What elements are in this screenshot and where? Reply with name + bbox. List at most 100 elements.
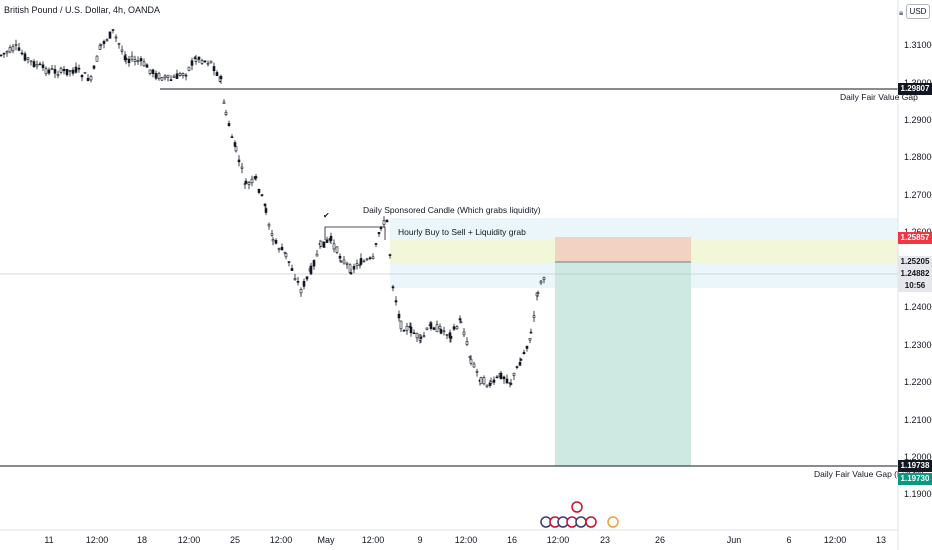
candle-body	[322, 241, 326, 248]
candle-body	[117, 43, 121, 45]
price-tick-label: 1.31000	[904, 40, 932, 50]
candle-body	[274, 240, 278, 244]
candle-body	[429, 322, 433, 329]
lower-gap-label[interactable]: Daily Fair Value Gap (Full fill)	[814, 469, 924, 479]
candle-body	[485, 384, 489, 387]
candle-body	[379, 227, 383, 230]
upper-gap-label[interactable]: Daily Fair Value Gap	[840, 92, 918, 102]
candle-body	[166, 74, 170, 78]
currency-button[interactable]: 🔒︎ USD	[899, 4, 930, 19]
candle-body	[359, 258, 363, 265]
candle-body	[257, 188, 261, 193]
us-flag-event-icon	[575, 516, 587, 528]
us-flag-event-icon	[607, 516, 619, 528]
time-tick-label: 13	[876, 535, 886, 545]
candle-body	[505, 378, 509, 384]
candle-body	[35, 64, 39, 67]
candle-body	[203, 60, 207, 63]
candle-body	[53, 69, 57, 74]
candle-body	[169, 79, 173, 81]
candle-body	[80, 74, 84, 78]
candle-body	[489, 381, 493, 384]
candle-body	[136, 60, 140, 63]
candle-body	[435, 324, 439, 333]
candle-body	[247, 182, 251, 185]
candle-body	[442, 330, 446, 333]
candle-body	[181, 73, 185, 76]
candle-body	[99, 44, 103, 46]
candle-body	[362, 260, 366, 263]
candle-body	[175, 73, 179, 79]
take-profit-zone[interactable]	[555, 262, 691, 466]
time-tick-label: 12:00	[178, 535, 201, 545]
candle-body	[305, 276, 309, 280]
candle-body	[71, 69, 75, 74]
price-tick-label: 1.23000	[904, 340, 932, 350]
candle-body	[315, 253, 319, 257]
candle-body	[492, 379, 496, 383]
candle-body	[230, 136, 234, 138]
candle-body	[277, 248, 281, 250]
candle-body	[455, 326, 459, 330]
candle-body	[172, 75, 176, 78]
candle-body	[206, 62, 210, 65]
candle-body	[352, 266, 356, 270]
candle-body	[394, 300, 398, 303]
candle-body	[528, 338, 532, 341]
candle-body	[157, 73, 161, 79]
candle-body	[50, 68, 54, 70]
candle-body	[260, 194, 264, 196]
candle-body	[377, 232, 381, 235]
candle-body	[212, 66, 216, 72]
checkmark-label[interactable]: ✔	[323, 211, 330, 220]
candle-body	[92, 65, 96, 69]
candle-body	[47, 69, 51, 74]
candle-body	[459, 321, 463, 324]
symbol-title[interactable]: British Pound / U.S. Dollar, 4h, OANDA	[4, 5, 161, 15]
candle-body	[296, 281, 300, 283]
price-tick-label: 1.29000	[904, 115, 932, 125]
candle-body	[271, 239, 275, 242]
candle-body	[83, 71, 87, 74]
candle-body	[519, 359, 523, 361]
candle-body	[385, 219, 389, 223]
candle-body	[283, 251, 287, 254]
candle-body	[445, 334, 449, 336]
candle-body	[62, 69, 66, 72]
time-tick-label: 11	[44, 535, 53, 545]
candle-body	[148, 69, 152, 74]
candle-body	[130, 55, 134, 60]
candle-body	[163, 75, 167, 79]
price-tick-label: 1.19000	[904, 489, 932, 499]
candle-body	[399, 320, 403, 330]
candle-body	[95, 55, 99, 62]
last-price-badge: 1.24882	[898, 268, 932, 280]
price-tick-label: 1.21000	[904, 415, 932, 425]
candle-body	[65, 69, 69, 76]
candle-body	[17, 47, 21, 51]
time-tick-label: 25	[230, 535, 240, 545]
candle-body	[469, 358, 473, 364]
candle-body	[409, 326, 413, 334]
event-icons[interactable]	[540, 501, 619, 528]
candle-body	[44, 68, 48, 74]
candle-body	[338, 255, 342, 259]
candle-body	[371, 256, 375, 260]
candle-body	[86, 77, 90, 81]
candle-body	[345, 262, 349, 265]
hourly-note-label[interactable]: Hourly Buy to Sell + Liquidity grab	[398, 227, 526, 237]
candle-body	[29, 60, 33, 63]
sponsored-candle-label[interactable]: Daily Sponsored Candle (Which grabs liqu…	[363, 205, 541, 215]
candle-body	[270, 233, 274, 236]
candle-body	[108, 31, 112, 39]
candle-body	[355, 263, 359, 266]
time-axis[interactable]: 11 12:00 18 12:00 25 12:00 May 12:00 9 12:00 16 12:…	[44, 535, 886, 545]
candle-body	[200, 60, 204, 64]
candle-body	[105, 39, 109, 41]
time-tick-label: 26	[655, 535, 665, 545]
candle-body	[139, 58, 143, 62]
candle-body	[234, 146, 238, 152]
stop-loss-zone[interactable]	[555, 237, 691, 262]
time-tick-label: May	[317, 535, 335, 545]
